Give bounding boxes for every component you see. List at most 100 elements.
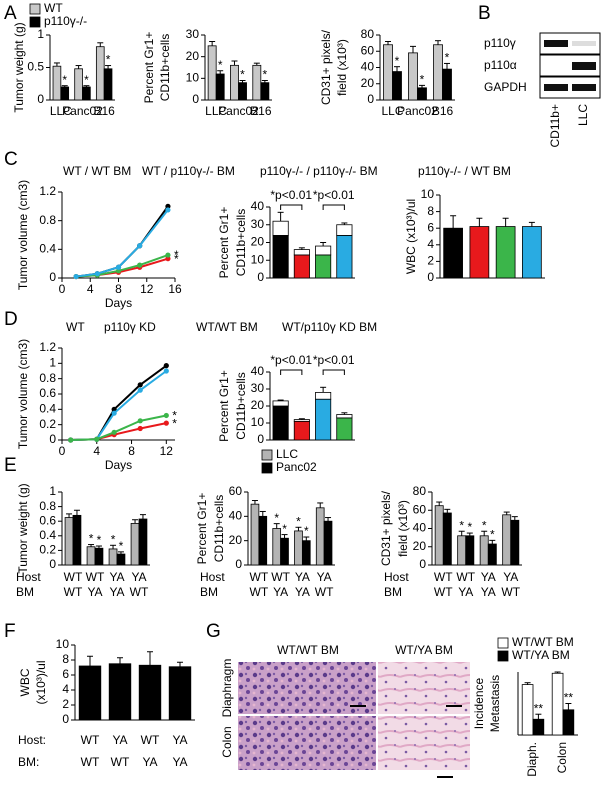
point <box>111 429 117 435</box>
bar <box>383 44 393 101</box>
bar <box>417 87 427 101</box>
x-tick-label: YA <box>273 585 288 599</box>
significance: * <box>395 54 400 68</box>
bar <box>130 522 140 566</box>
legend-label: WT/YA BM <box>512 648 570 662</box>
point <box>115 268 122 274</box>
x-tick-label: YA <box>109 570 124 584</box>
y-tick-label: 0.8 <box>39 371 56 385</box>
legend-swatch <box>29 3 41 15</box>
bar <box>293 254 310 279</box>
y-tick-label: 20 <box>361 76 375 90</box>
bar <box>272 400 289 407</box>
bar <box>408 52 418 101</box>
histology-row-label: Colon <box>220 726 234 757</box>
point <box>111 406 117 412</box>
x-tick-label: WT <box>456 570 475 584</box>
y-axis-label: Percent Gr1+ <box>142 32 156 104</box>
series-line <box>75 209 169 278</box>
x-tick-label: WT <box>250 585 269 599</box>
y-tick-label: 0 <box>49 270 56 284</box>
row-label: Host <box>200 570 225 584</box>
blot-box <box>539 76 601 99</box>
legend-label: LLC <box>276 447 298 461</box>
comparison-label: *p<0.01 <box>270 188 312 202</box>
x-tick-label: B16 <box>250 104 272 118</box>
significance: * <box>467 520 472 534</box>
x-tick-label: B16 <box>432 104 454 118</box>
x-tick-label: WT <box>315 585 334 599</box>
comparison-bracket <box>280 369 303 375</box>
y-tick-label: 1.2 <box>39 184 56 198</box>
x-tick-label: WT <box>250 570 269 584</box>
significance: * <box>84 73 89 87</box>
bar <box>168 666 192 721</box>
significance: * <box>62 73 67 87</box>
legend-swatch <box>497 637 509 649</box>
comparison-label: *p<0.01 <box>270 353 312 367</box>
legend-label: WT/WT BM <box>512 635 574 649</box>
x-axis-label: Days <box>105 296 132 310</box>
x-tick-label: YA <box>503 570 518 584</box>
band <box>572 41 596 46</box>
y-tick-label: 40 <box>251 364 265 378</box>
legend-label: p110γ KD <box>104 320 156 334</box>
x-tick-label: WT <box>111 755 130 769</box>
histology-column-label: WT/YA BM <box>395 643 453 657</box>
y-tick-label: 0.8 <box>39 499 56 513</box>
bar <box>315 398 332 441</box>
y-tick-label: 0.6 <box>39 513 56 527</box>
y-axis-label: CD11b+cells <box>234 372 248 439</box>
x-tick-label: Panc02 <box>62 104 103 118</box>
x-tick-label: WT <box>501 585 520 599</box>
bar <box>207 45 217 101</box>
point <box>137 387 143 393</box>
legend-label: WT/p110γ KD BM <box>282 320 377 334</box>
significance: * <box>119 539 124 553</box>
y-tick-label: 0.4 <box>39 528 56 542</box>
y-tick-label: 60 <box>229 484 243 498</box>
y-tick-label: 0 <box>62 712 69 726</box>
y-tick-label: 6 <box>427 220 434 234</box>
bar <box>315 391 332 400</box>
significance: * <box>490 528 495 542</box>
y-tick-label: 2 <box>62 697 69 711</box>
bar <box>315 245 332 256</box>
point <box>165 256 171 262</box>
x-axis-label: Days <box>105 458 132 472</box>
y-axis-label: Percent Gr1+ <box>195 493 209 565</box>
significance: * <box>304 524 309 538</box>
bar <box>336 417 353 441</box>
y-axis-label: CD11b+cells <box>158 34 172 101</box>
y-axis-label: CD11b+cells <box>212 495 226 562</box>
bar <box>252 64 262 101</box>
point <box>94 271 100 277</box>
x-tick-label: Panc02 <box>397 104 438 118</box>
x-tick-label: WT <box>141 733 160 747</box>
y-axis-label: Metastasis <box>488 675 502 732</box>
y-tick-label: 0 <box>192 92 199 106</box>
bar <box>495 226 516 279</box>
y-tick-label: 80 <box>413 484 427 498</box>
point <box>94 436 100 442</box>
y-tick-label: 20 <box>186 49 200 63</box>
blot-column-label: LLC <box>576 104 590 126</box>
y-tick-label: 10 <box>421 187 435 201</box>
bar <box>272 405 289 441</box>
y-tick-label: 0.2 <box>39 417 56 431</box>
y-tick-label: 20 <box>229 533 243 547</box>
row-label: Host <box>16 570 41 584</box>
x-tick-label: LLC <box>381 104 403 118</box>
bar <box>78 665 102 721</box>
series-line <box>70 364 167 441</box>
y-tick-label: 10 <box>251 415 265 429</box>
bar <box>52 65 62 101</box>
y-tick-label: 0 <box>257 270 264 284</box>
bar <box>86 546 96 566</box>
significance: ** <box>564 691 574 705</box>
y-axis-label: WBC <box>18 668 32 696</box>
point <box>115 264 122 270</box>
bar <box>336 414 353 419</box>
bar <box>250 503 260 566</box>
